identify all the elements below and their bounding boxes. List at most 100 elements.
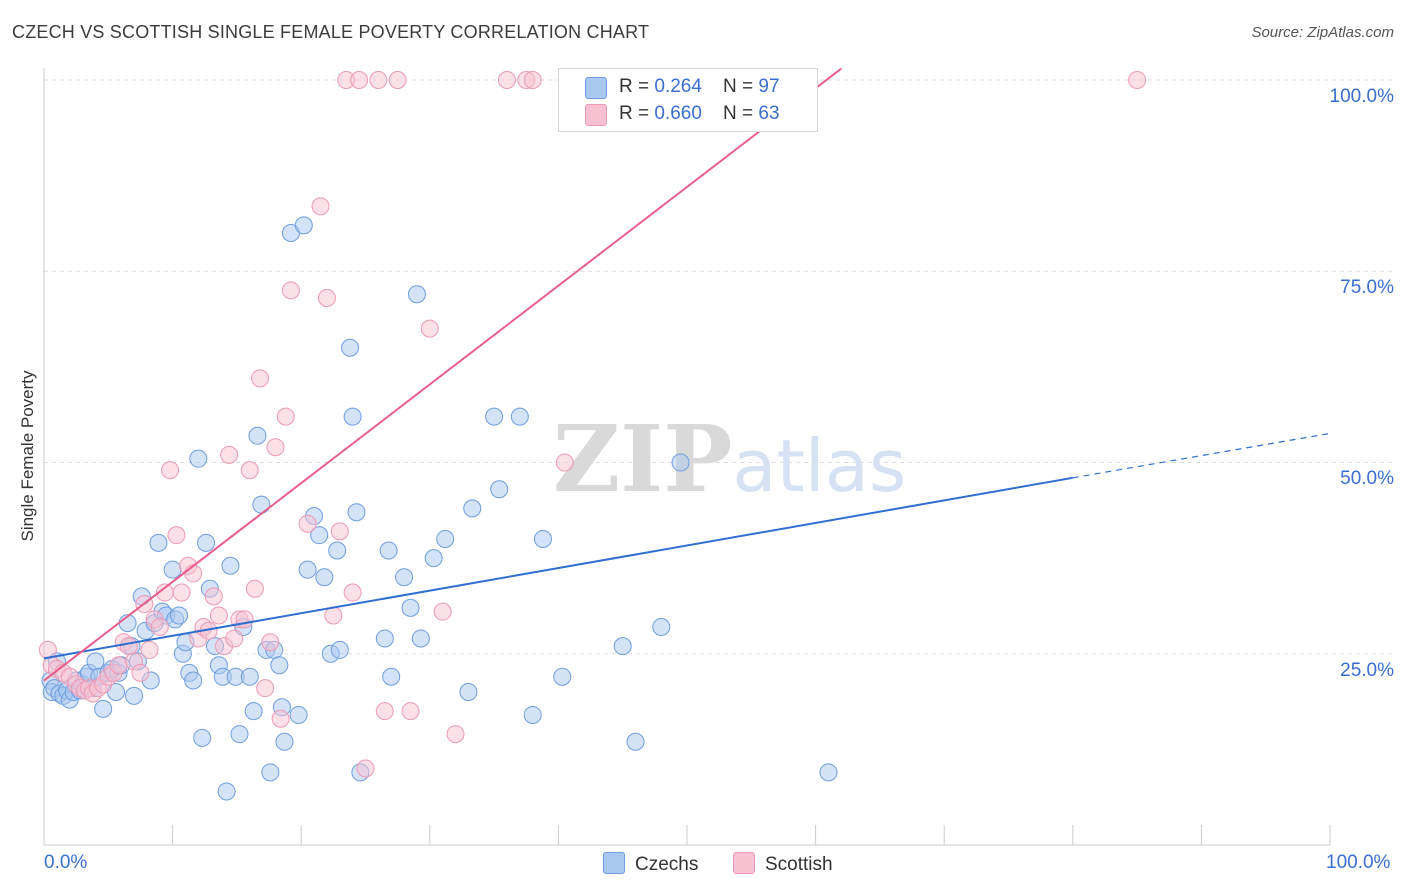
legend-scottish: Scottish	[733, 852, 833, 876]
scottish-point	[388, 71, 407, 89]
scottish-point	[204, 587, 223, 606]
czech-point	[298, 560, 317, 579]
y-tick-label: 100.0%	[1329, 86, 1394, 107]
czech-point	[275, 732, 294, 751]
scottish-point	[184, 564, 203, 583]
scottish-point	[251, 369, 270, 388]
czech-point	[671, 453, 690, 472]
scottish-point	[245, 579, 264, 598]
czech-point	[328, 541, 347, 560]
czech-swatch	[585, 77, 607, 99]
czech-point	[613, 637, 632, 656]
czech-point	[485, 407, 504, 426]
scottish-point	[317, 289, 336, 308]
czech-point	[244, 702, 263, 721]
y-tick-label: 25.0%	[1340, 660, 1394, 681]
scottish-point	[240, 461, 259, 480]
czech-point	[193, 728, 212, 747]
scottish-point	[350, 71, 369, 89]
czech-point	[240, 667, 259, 686]
y-axis-label: Single Female Poverty	[18, 370, 37, 542]
zipatlas-watermark: ZIPatlas	[553, 405, 907, 513]
chart-title: CZECH VS SCOTTISH SINGLE FEMALE POVERTY …	[12, 22, 650, 42]
czech-point	[411, 629, 430, 648]
chart-source: Source: ZipAtlas.com	[1251, 24, 1394, 41]
scottish-points	[38, 71, 1147, 778]
scottish-point	[330, 522, 349, 541]
czech-point	[289, 705, 308, 724]
czech-point	[197, 533, 216, 552]
czech-swatch	[603, 852, 625, 874]
czech-point	[294, 216, 313, 235]
y-tick-label: 50.0%	[1340, 468, 1394, 489]
czech-point	[523, 705, 542, 724]
czech-point	[375, 629, 394, 648]
scottish-point	[356, 759, 375, 778]
scottish-point	[497, 71, 516, 89]
czech-point	[230, 725, 249, 744]
czech-point	[261, 763, 280, 782]
scottish-point	[140, 640, 159, 659]
czech-point	[407, 285, 426, 304]
czech-point	[490, 480, 509, 499]
czech-point	[819, 763, 838, 782]
grid-lines	[44, 79, 1395, 655]
scottish-swatch	[733, 852, 755, 874]
scottish-point	[343, 583, 362, 602]
czech-point	[459, 683, 478, 701]
czech-point	[626, 732, 645, 751]
czech-point	[401, 598, 420, 617]
czech-trend-extension	[1072, 432, 1331, 479]
scottish-point	[220, 445, 239, 464]
scottish-point	[433, 602, 452, 621]
czech-point	[184, 671, 203, 690]
scottish-point	[109, 656, 128, 675]
czech-point	[189, 449, 208, 468]
scottish-point	[209, 606, 228, 625]
czech-point	[553, 667, 572, 686]
trend-lines	[43, 67, 1331, 682]
scottish-point	[420, 319, 439, 338]
czech-point	[125, 686, 144, 705]
czech-point	[163, 560, 182, 579]
czech-point	[248, 426, 267, 445]
czech-point	[510, 407, 529, 426]
czech-point	[310, 526, 329, 545]
scottish-point	[266, 438, 285, 457]
czech-point	[343, 407, 362, 426]
czech-point	[533, 530, 552, 548]
scottish-point	[401, 702, 420, 721]
czech-point	[94, 699, 113, 718]
x-tick-label: 100.0%	[1326, 852, 1391, 873]
czech-point	[217, 782, 236, 801]
czech-point	[347, 503, 366, 522]
czech-point	[252, 495, 271, 514]
scottish-point	[276, 407, 295, 426]
y-tick-label: 75.0%	[1340, 277, 1394, 298]
scottish-point	[235, 610, 254, 629]
czech-point	[382, 667, 401, 686]
czech-point	[221, 556, 240, 575]
scottish-point	[523, 71, 542, 89]
legend-czechs: Czechs	[603, 852, 698, 876]
scottish-point	[225, 629, 244, 648]
scottish-point	[446, 725, 465, 744]
x-tick-label: 0.0%	[44, 852, 88, 873]
czech-point	[436, 530, 455, 548]
scottish-point	[172, 583, 191, 602]
scottish-point	[369, 71, 388, 89]
czech-trend-line	[43, 476, 1073, 660]
czech-point	[330, 640, 349, 659]
czech-point	[341, 338, 360, 357]
scottish-point	[256, 679, 275, 698]
scottish-point	[167, 526, 186, 545]
czech-point	[149, 533, 168, 552]
scottish-point	[281, 281, 300, 300]
scottish-point	[298, 514, 317, 533]
scottish-point	[261, 633, 280, 652]
scottish-trend-line	[43, 67, 842, 682]
scottish-point	[555, 453, 574, 472]
scottish-point	[131, 663, 150, 682]
scottish-point	[119, 637, 138, 656]
